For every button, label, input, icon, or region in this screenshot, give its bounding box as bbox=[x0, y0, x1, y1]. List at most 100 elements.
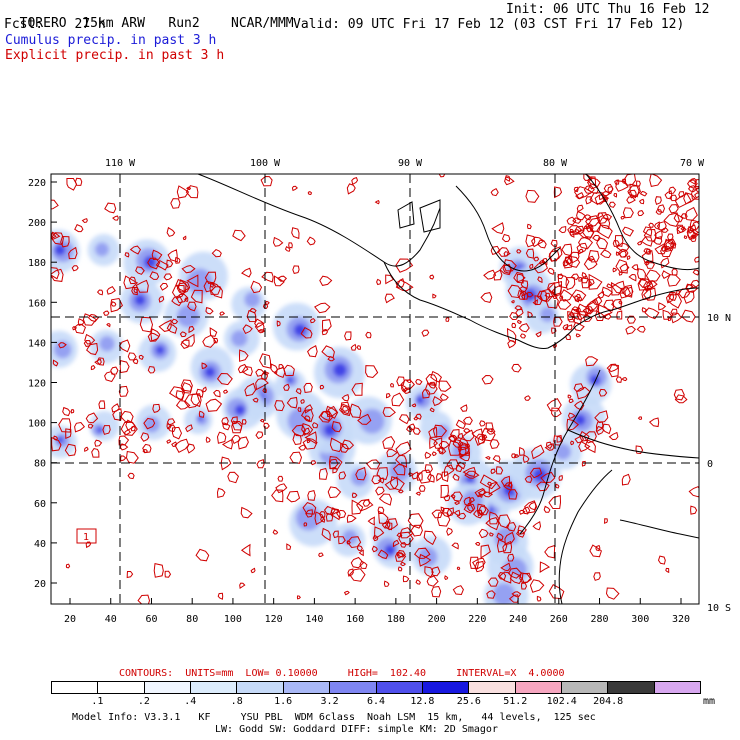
explicit-contour bbox=[94, 439, 103, 447]
explicit-contour bbox=[653, 221, 660, 230]
explicit-contour bbox=[603, 299, 615, 312]
explicit-contour bbox=[90, 364, 96, 371]
explicit-contour bbox=[123, 275, 139, 290]
explicit-contour bbox=[221, 416, 229, 426]
y-tick-label: 60 bbox=[34, 499, 46, 510]
explicit-contour bbox=[454, 500, 461, 505]
explicit-contour bbox=[642, 226, 653, 237]
x-tick-label: 20 bbox=[64, 614, 76, 625]
explicit-contour bbox=[690, 220, 699, 236]
explicit-contour bbox=[329, 458, 339, 470]
explicit-contour bbox=[594, 310, 605, 321]
colorbar-swatch bbox=[561, 682, 609, 693]
explicit-contour bbox=[507, 567, 523, 579]
explicit-contour bbox=[588, 279, 595, 288]
explicit-contour bbox=[301, 423, 314, 435]
explicit-contour bbox=[406, 426, 414, 433]
explicit-contour bbox=[424, 464, 433, 474]
explicit-contour bbox=[555, 483, 560, 489]
cumulus-cell bbox=[204, 366, 216, 378]
explicit-contour bbox=[508, 489, 518, 500]
explicit-contour bbox=[241, 366, 253, 377]
explicit-contour bbox=[683, 192, 697, 205]
colorbar-label: 3.2 bbox=[320, 696, 339, 707]
explicit-contour bbox=[660, 257, 670, 269]
explicit-contour bbox=[395, 278, 405, 288]
explicit-contour bbox=[166, 423, 172, 430]
explicit-contour bbox=[94, 358, 102, 365]
explicit-contour bbox=[558, 225, 567, 234]
explicit-contour bbox=[448, 440, 463, 456]
explicit-contour bbox=[392, 539, 400, 548]
explicit-contour bbox=[636, 240, 643, 246]
explicit-contour bbox=[377, 549, 389, 560]
explicit-contour bbox=[646, 280, 658, 291]
explicit-contour bbox=[487, 481, 492, 487]
explicit-contour bbox=[520, 582, 528, 590]
fcst-value: 27 h bbox=[74, 17, 106, 32]
explicit-contour bbox=[273, 275, 285, 287]
explicit-contour bbox=[58, 418, 72, 433]
cumulus-cell bbox=[359, 408, 385, 434]
y-tick-label: 220 bbox=[28, 178, 46, 189]
explicit-contour bbox=[464, 470, 480, 479]
explicit-contour bbox=[252, 397, 259, 403]
explicit-contour bbox=[240, 506, 253, 519]
cumulus-cell bbox=[53, 340, 72, 359]
explicit-contour bbox=[520, 280, 529, 289]
explicit-contour bbox=[180, 339, 190, 349]
explicit-contour bbox=[86, 342, 99, 356]
explicit-contour bbox=[656, 221, 667, 231]
explicit-contour bbox=[459, 444, 470, 458]
explicit-contour bbox=[261, 271, 274, 283]
explicit-contour bbox=[414, 547, 431, 559]
explicit-contour bbox=[175, 390, 185, 401]
y-tick-label: 180 bbox=[28, 258, 46, 269]
explicit-contour bbox=[211, 249, 222, 258]
explicit-contour bbox=[641, 307, 648, 313]
explicit-contour bbox=[306, 439, 311, 444]
explicit-contour bbox=[457, 432, 464, 440]
colorbar-label: .4 bbox=[184, 696, 197, 707]
explicit-contour bbox=[463, 496, 472, 507]
explicit-contour bbox=[449, 429, 460, 439]
x-tick-label: 220 bbox=[468, 614, 486, 625]
explicit-contour bbox=[638, 198, 645, 205]
explicit-contour bbox=[537, 276, 543, 284]
y-tick-label: 140 bbox=[28, 338, 46, 349]
explicit-contour bbox=[676, 290, 681, 295]
explicit-contour bbox=[395, 441, 412, 457]
explicit-contour bbox=[557, 299, 572, 310]
explicit-contour bbox=[166, 323, 178, 334]
explicit-contour bbox=[519, 333, 527, 339]
explicit-contour bbox=[511, 453, 517, 459]
lon-label: 80 W bbox=[543, 158, 568, 169]
explicit-contour bbox=[320, 516, 326, 523]
explicit-contour bbox=[502, 263, 512, 274]
explicit-contour bbox=[350, 556, 365, 569]
explicit-contour bbox=[203, 280, 217, 293]
explicit-contour bbox=[546, 398, 562, 412]
cumulus-cell bbox=[186, 268, 213, 295]
model-name: TORERO bbox=[19, 16, 67, 31]
explicit-contour bbox=[289, 451, 303, 464]
explicit-contour bbox=[423, 530, 437, 546]
explicit-contour bbox=[367, 516, 375, 526]
explicit-contour bbox=[292, 265, 300, 274]
explicit-contour bbox=[670, 308, 678, 316]
explicit-contour bbox=[446, 507, 454, 517]
explicit-contour bbox=[451, 542, 459, 550]
explicit-contour bbox=[610, 281, 623, 296]
explicit-contour bbox=[573, 186, 579, 193]
explicit-contour bbox=[304, 404, 313, 414]
lat-label: 10 S bbox=[707, 603, 731, 614]
colorbar-swatch bbox=[237, 682, 284, 693]
legend-explicit: Explicit precip. in past 3 h bbox=[5, 48, 225, 63]
explicit-contour bbox=[602, 196, 608, 203]
explicit-contour bbox=[112, 408, 123, 421]
explicit-contour bbox=[254, 322, 265, 332]
explicit-contour bbox=[524, 475, 533, 483]
explicit-contour bbox=[338, 471, 347, 480]
explicit-contour bbox=[270, 363, 278, 374]
